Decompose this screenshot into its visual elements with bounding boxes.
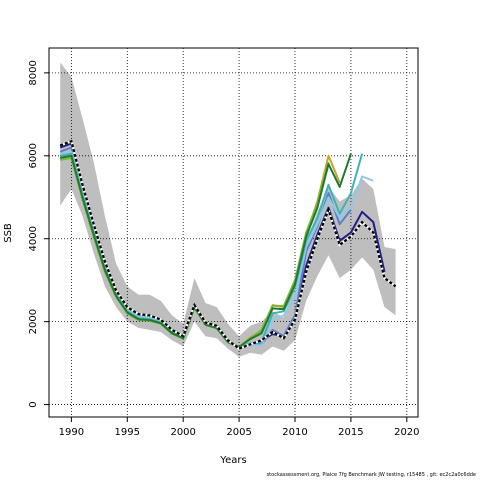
confidence-band xyxy=(60,62,396,357)
x-axis-label: Years xyxy=(219,455,246,466)
plot-frame xyxy=(48,47,419,418)
y-tick-label: 2000 xyxy=(28,309,39,334)
y-tick-label: 6000 xyxy=(28,143,39,168)
x-tick-label: 1990 xyxy=(59,427,84,438)
x-tick-label: 1995 xyxy=(115,427,140,438)
x-tick-label: 2015 xyxy=(338,427,363,438)
y-tick-label: 8000 xyxy=(28,60,39,85)
x-tick-label: 2000 xyxy=(170,427,195,438)
x-axis: 1990 1995 2000 2005 2010 2015 2020 xyxy=(59,417,420,438)
x-tick-label: 2020 xyxy=(394,427,419,438)
x-tick-label: 2005 xyxy=(226,427,251,438)
y-tick-label: 0 xyxy=(28,401,39,407)
dashed-line-top xyxy=(59,139,397,350)
x-tick-label: 2010 xyxy=(282,427,307,438)
footer-note: stockassessment.org, Plaice 7fg Benchmar… xyxy=(266,472,476,478)
y-tick-label: 4000 xyxy=(28,226,39,251)
series-line-8 xyxy=(60,153,352,348)
y-axis-label: SSB xyxy=(3,223,14,243)
confidence-band-layer xyxy=(60,62,396,357)
y-axis: 0 2000 4000 6000 8000 xyxy=(28,60,49,408)
series-layer xyxy=(59,139,397,350)
